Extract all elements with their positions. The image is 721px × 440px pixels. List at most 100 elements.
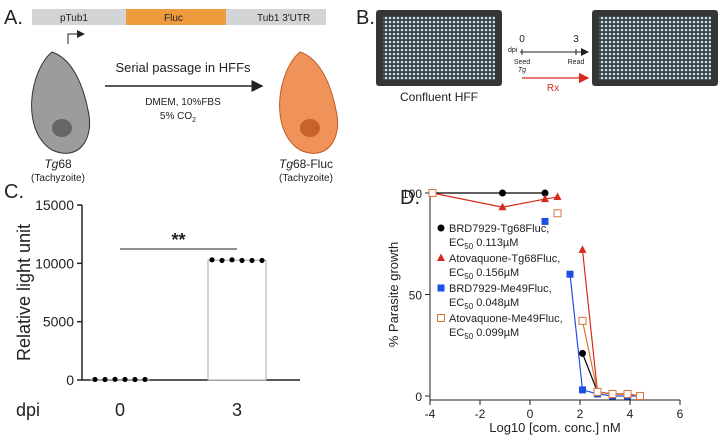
legend-marker — [437, 224, 445, 232]
data-point — [132, 376, 138, 383]
legend-label: BRD7929-Tg68Fluc, — [449, 223, 549, 235]
data-point — [219, 257, 225, 264]
ec-value: 0.099µM — [476, 327, 519, 339]
nucleus — [52, 119, 72, 137]
data-point — [239, 257, 245, 264]
y-tick-label: 0 — [66, 372, 74, 388]
stage: (Tachyzoite) — [279, 173, 333, 184]
legend-marker — [437, 314, 445, 322]
data-point — [608, 389, 617, 398]
arrow-text: Serial passage in HFFs — [115, 60, 251, 75]
read-label: Read — [568, 59, 585, 66]
data-point — [112, 376, 118, 382]
y-tick-label: 50 — [409, 289, 423, 303]
y-tick-label: 0 — [415, 390, 422, 404]
stage: (Tachyzoite) — [31, 173, 85, 184]
x-tick-label: 0 — [527, 407, 534, 421]
x-axis-label: dpi — [16, 400, 40, 420]
x-tick-label: 0 — [115, 400, 125, 420]
timeline-start: 0 — [519, 34, 525, 45]
data-point — [623, 389, 632, 398]
timeline-unit: dpi — [508, 47, 518, 54]
data-point — [209, 257, 215, 263]
legend-label: BRD7929-Me49Fluc, — [449, 283, 552, 295]
significance: ** — [171, 230, 185, 250]
legend-ec50: EC50 0.099µM — [449, 327, 519, 341]
gene-segment — [32, 9, 126, 25]
data-point — [499, 189, 506, 197]
data-point — [541, 194, 549, 203]
data-point — [553, 192, 562, 201]
ec-value: 0.113µM — [476, 237, 518, 249]
ec-value: 0.048µM — [476, 297, 519, 309]
legend-marker — [437, 284, 445, 292]
data-point — [122, 376, 128, 383]
legend-ec50: EC50 0.156µM — [449, 267, 519, 281]
plate-wells — [383, 16, 495, 80]
panel-label: A. — [4, 7, 23, 29]
timeline-end: 3 — [573, 34, 579, 45]
data-point — [498, 202, 507, 211]
ec-value: 0.156µM — [476, 267, 519, 279]
data-point — [229, 257, 235, 263]
legend-ec50: EC50 0.113µM — [449, 237, 518, 251]
x-tick-label: 4 — [627, 407, 634, 421]
ec-text: EC — [449, 237, 464, 249]
data-point — [578, 316, 587, 325]
x-tick-label: -4 — [425, 407, 436, 421]
gene-label: pTub1 — [60, 13, 88, 24]
seed-sub: Tg — [518, 67, 526, 74]
data-point — [428, 189, 437, 197]
data-point — [102, 376, 108, 383]
panel-label: C. — [4, 181, 24, 203]
series-line — [569, 274, 640, 397]
ec-sub: 50 — [464, 332, 473, 341]
ec-text: EC — [449, 297, 464, 309]
gene-segment — [126, 9, 226, 25]
x-axis-label: Log10 [com. conc.] nM — [489, 420, 621, 435]
nucleus — [300, 119, 320, 137]
x-tick-label: 2 — [577, 407, 584, 421]
ec-sub: 50 — [464, 272, 473, 281]
data-point — [541, 189, 549, 197]
y-tick-label: 5000 — [43, 314, 74, 330]
plate-label: Confluent HFF — [400, 90, 478, 104]
legend-marker — [437, 253, 445, 261]
data-point — [142, 376, 148, 383]
bar — [90, 378, 150, 381]
ec-text: EC — [449, 267, 464, 279]
y-axis-label: Relative light unit — [14, 224, 34, 361]
ec-sub: 50 — [464, 242, 473, 251]
parasite — [31, 51, 90, 154]
legend-ec50: EC50 0.048µM — [449, 297, 519, 311]
condition: DMEM, 10%FBS — [145, 97, 221, 108]
strain-rest: 68-Fluc — [293, 157, 333, 171]
gene-segment — [226, 9, 326, 25]
panel-label: B. — [356, 7, 375, 29]
data-point — [249, 257, 255, 264]
strain-rest: 68 — [58, 157, 72, 171]
parasite — [279, 51, 338, 154]
data-point — [579, 349, 586, 357]
condition-text: 5% CO — [160, 111, 192, 122]
condition: 5% CO2 — [160, 111, 196, 124]
data-point — [578, 245, 587, 253]
bar — [207, 259, 267, 381]
gene-label: Fluc — [164, 13, 183, 24]
seed-label: Seed — [514, 59, 530, 66]
x-tick-label: -2 — [475, 407, 486, 421]
legend-label: Atovaquone-Me49Fluc, — [449, 313, 563, 325]
x-tick-label: 3 — [232, 400, 242, 420]
data-point — [579, 386, 586, 394]
y-axis-label: % Parasite growth — [386, 242, 401, 348]
gene-label: Tub1 3'UTR — [257, 13, 310, 24]
strain-italic: Tg — [44, 157, 58, 171]
strain-italic: Tg — [279, 157, 293, 171]
data-point — [636, 392, 644, 400]
subscript: 2 — [192, 117, 196, 124]
treatment-label: Rx — [547, 83, 559, 94]
data-point — [92, 376, 98, 383]
promoter-arrow — [67, 30, 85, 44]
y-tick-label: 100 — [402, 187, 422, 201]
